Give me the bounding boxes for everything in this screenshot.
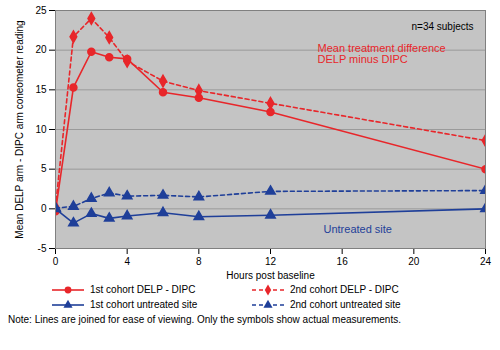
svg-text:12: 12 — [265, 256, 277, 267]
svg-text:Untreated site: Untreated site — [324, 223, 392, 235]
svg-text:n=34 subjects: n=34 subjects — [412, 21, 474, 32]
svg-text:20: 20 — [408, 256, 420, 267]
svg-text:20: 20 — [35, 44, 47, 55]
svg-text:-5: -5 — [38, 243, 47, 254]
html-text:2nd cohort DELP - DIPC: 2nd cohort DELP - DIPC — [290, 284, 399, 295]
svg-text:15: 15 — [35, 84, 47, 95]
html-text:Note: Lines are joined for eas: Note: Lines are joined for ease of viewi… — [8, 314, 401, 325]
html-text:1st cohort untreated site: 1st cohort untreated site — [90, 299, 198, 310]
svg-text:4: 4 — [124, 256, 130, 267]
html-text:2nd cohort untreated site: 2nd cohort untreated site — [290, 299, 401, 310]
svg-text:Hours post baseline: Hours post baseline — [226, 270, 315, 281]
svg-text:5: 5 — [41, 163, 47, 174]
html-text:1st cohort DELP - DIPC: 1st cohort DELP - DIPC — [90, 284, 196, 295]
svg-text:Mean DELP arm - DIPC arm coneo: Mean DELP arm - DIPC arm coneometer read… — [14, 20, 25, 238]
svg-text:0: 0 — [41, 203, 47, 214]
svg-text:0: 0 — [53, 256, 59, 267]
svg-text:16: 16 — [337, 256, 349, 267]
svg-text:24: 24 — [480, 256, 492, 267]
svg-text:8: 8 — [196, 256, 202, 267]
svg-text:Mean treatment differenceDELP: Mean treatment differenceDELP minus DIPC — [318, 42, 446, 65]
svg-text:10: 10 — [35, 124, 47, 135]
svg-text:25: 25 — [35, 5, 47, 16]
